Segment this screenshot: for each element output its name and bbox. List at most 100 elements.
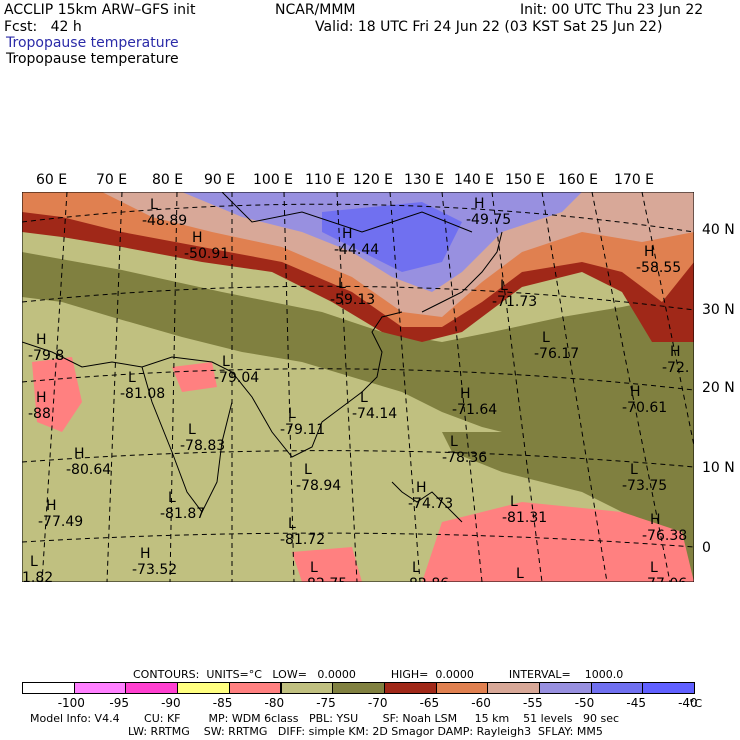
extremum-value: -73.52 (132, 562, 177, 578)
extremum-value: -71.64 (452, 402, 497, 418)
extremum-value: -81.72 (280, 532, 325, 548)
colorbar-tick: -70 (367, 696, 388, 710)
colorbar-tick: -80 (264, 696, 285, 710)
extremum-letter: L (650, 560, 658, 576)
extremum-letter: H (416, 480, 427, 496)
longitude-label: 150 E (505, 172, 546, 188)
extremum-letter: H (140, 546, 151, 562)
colorbar-swatch (332, 682, 385, 694)
coastlines (22, 192, 503, 523)
extremum-value: -76.17 (534, 346, 579, 362)
extremum-letter: L (450, 434, 458, 450)
colorbar-swatch (435, 682, 489, 694)
latitude-label: 20 N (702, 380, 735, 396)
extremum-value: -44.44 (334, 242, 379, 258)
field-band-tan-ne (582, 192, 694, 227)
latitude-label: 30 N (702, 302, 735, 318)
high-low-labels: L-48.89H-50.91H-44.44L-59.13H-49.75L-71.… (22, 196, 689, 582)
extremum-value: -58.55 (636, 260, 681, 276)
extremum-letter: L (338, 276, 346, 292)
extremum-letter: L (510, 494, 518, 510)
extremum-value: -49.75 (466, 212, 511, 228)
extremum-letter: H (74, 446, 85, 462)
colorbar-swatch (383, 682, 437, 694)
colorbar-tick: -55 (523, 696, 543, 710)
center-label: NCAR/MMM (275, 2, 356, 18)
graticule (22, 192, 694, 582)
field-patch-salmon-sw (292, 547, 362, 582)
extremum-letter: L (188, 422, 196, 438)
forecast-hour: Fcst: 42 h (4, 19, 82, 35)
colorbar-swatch (22, 682, 75, 694)
extremum-letter: L (516, 566, 524, 582)
extremum-letter: L (500, 278, 508, 294)
model-info-line2: LW: RRTMG SW: RRTMG DIFF: simple KM: 2D … (128, 725, 603, 738)
extremum-value: -82.86 (404, 576, 449, 582)
colorbar-tick: -100 (57, 696, 85, 710)
extremum-letter: L (542, 330, 550, 346)
extremum-letter: H (36, 332, 47, 348)
colorbar-tick: -85 (212, 696, 233, 710)
init-time: Init: 00 UTC Thu 23 Jun 22 (520, 2, 704, 18)
colorbar-tick: -75 (316, 696, 336, 710)
extremum-value: -50.91 (184, 246, 229, 262)
longitude-label: 70 E (96, 172, 128, 188)
extremum-value: -77.06 (642, 576, 687, 582)
extremum-letter: H (474, 196, 485, 212)
extremum-value: -74.73 (408, 496, 453, 512)
colorbar-tick: -40 (678, 696, 698, 710)
extremum-letter: L (412, 560, 420, 576)
longitude-label: 160 E (558, 172, 599, 188)
extremum-letter: H (36, 390, 47, 406)
extremum-value: -48.89 (142, 213, 187, 229)
colorbar-tick: -60 (471, 696, 491, 710)
field-band-olive-east (442, 417, 694, 582)
colorbar-tick: -65 (419, 696, 440, 710)
extremum-value: -79.04 (214, 370, 259, 386)
extremum-value: -71.73 (492, 294, 537, 310)
extremum-value: -78.36 (442, 450, 487, 466)
field-band-blue (322, 202, 462, 272)
extremum-value: -79.8 (28, 348, 64, 364)
extremum-value: -76.38 (642, 528, 687, 544)
extremum-letter: H (644, 244, 655, 260)
extremum-letter: L (30, 554, 38, 570)
longitude-label: 140 E (454, 172, 495, 188)
field-patch-salmon-india (172, 362, 217, 392)
colorbar-swatch (539, 682, 592, 694)
model-info-line1: Model Info: V4.4 CU: KF MP: WDM 6class P… (30, 712, 620, 725)
extremum-letter: L (288, 406, 296, 422)
extremum-value: -80.64 (66, 462, 111, 478)
extremum-value: -81.87 (160, 506, 205, 522)
latitude-label: 40 N (702, 222, 735, 238)
field-patch-salmon-south (422, 502, 694, 582)
extremum-letter: L (310, 560, 318, 576)
longitude-label: 110 E (305, 172, 346, 188)
extremum-value: 1.82 (22, 570, 53, 582)
extremum-letter: L (150, 197, 158, 213)
colorbar-swatch (642, 682, 696, 694)
colorbar-swatch (177, 682, 230, 694)
extremum-letter: H (630, 384, 641, 400)
latitude-label: 10 N (702, 460, 735, 476)
longitude-label: 60 E (36, 172, 68, 188)
extremum-letter: H (192, 230, 203, 246)
field-title-blue: Tropopause temperature (6, 35, 179, 51)
tropopause-temperature-map: L-48.89H-50.91H-44.44L-59.13H-49.75L-71.… (22, 192, 694, 582)
extremum-letter: L (288, 516, 296, 532)
colorbar-tick: -95 (109, 696, 129, 710)
extremum-letter: L (222, 354, 230, 370)
model-title: ACCLIP 15km ARW–GFS init (4, 2, 196, 18)
colorbar-swatch (73, 682, 127, 694)
extremum-letter: H (46, 498, 57, 514)
extremum-value: -78.83 (180, 438, 225, 454)
extremum-letter: L (630, 462, 638, 478)
longitude-label: 90 E (204, 172, 236, 188)
field-patch-salmon-west (32, 357, 82, 432)
extremum-value: -79.11 (280, 422, 325, 438)
extremum-letter: H (650, 512, 661, 528)
contours-info: CONTOURS: UNITS=°C LOW= 0.0000 HIGH= 0.0… (133, 668, 624, 681)
extremum-value: -72. (662, 360, 689, 376)
extremum-letter: L (128, 370, 136, 386)
extremum-letter: H (342, 226, 353, 242)
